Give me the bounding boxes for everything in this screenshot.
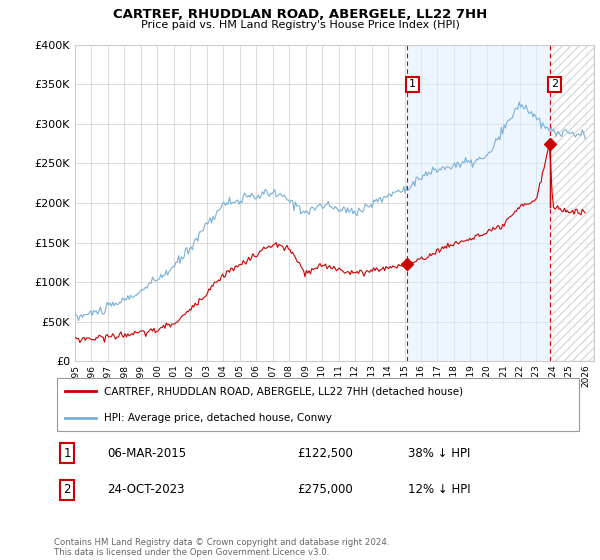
Text: 1: 1 bbox=[64, 447, 71, 460]
FancyBboxPatch shape bbox=[56, 378, 580, 431]
Text: £275,000: £275,000 bbox=[297, 483, 353, 496]
Bar bbox=[407, 45, 550, 361]
Text: HPI: Average price, detached house, Conwy: HPI: Average price, detached house, Conw… bbox=[104, 413, 332, 423]
Text: Price paid vs. HM Land Registry's House Price Index (HPI): Price paid vs. HM Land Registry's House … bbox=[140, 20, 460, 30]
Text: 06-MAR-2015: 06-MAR-2015 bbox=[107, 447, 186, 460]
Bar bbox=[550, 45, 594, 361]
Text: £122,500: £122,500 bbox=[297, 447, 353, 460]
Text: Contains HM Land Registry data © Crown copyright and database right 2024.
This d: Contains HM Land Registry data © Crown c… bbox=[54, 538, 389, 557]
Text: 12% ↓ HPI: 12% ↓ HPI bbox=[408, 483, 470, 496]
Text: 1: 1 bbox=[409, 80, 416, 90]
Text: CARTREF, RHUDDLAN ROAD, ABERGELE, LL22 7HH: CARTREF, RHUDDLAN ROAD, ABERGELE, LL22 7… bbox=[113, 8, 487, 21]
Text: 38% ↓ HPI: 38% ↓ HPI bbox=[408, 447, 470, 460]
Text: CARTREF, RHUDDLAN ROAD, ABERGELE, LL22 7HH (detached house): CARTREF, RHUDDLAN ROAD, ABERGELE, LL22 7… bbox=[104, 386, 463, 396]
Text: 2: 2 bbox=[551, 80, 559, 90]
Text: 24-OCT-2023: 24-OCT-2023 bbox=[107, 483, 184, 496]
Text: 2: 2 bbox=[64, 483, 71, 496]
